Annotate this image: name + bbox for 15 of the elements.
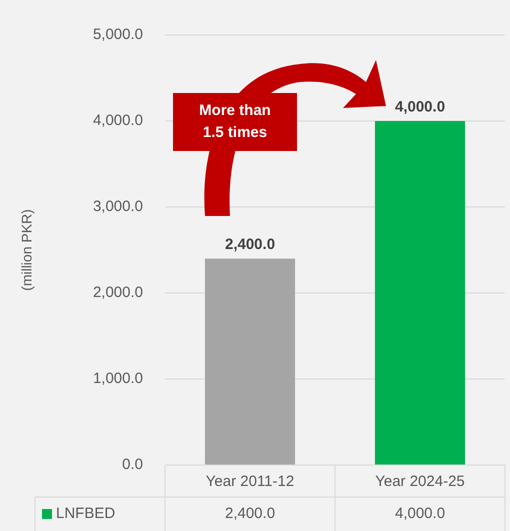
x-tick-label: Year 2011-12 bbox=[206, 473, 294, 490]
legend-label: LNFBED bbox=[56, 505, 116, 522]
data-label: 4,000.0 bbox=[394, 505, 446, 522]
y-tick-label: 3,000.0 bbox=[92, 198, 143, 216]
text: 2,400.0 bbox=[224, 236, 276, 254]
y-axis-title: (million PKR) bbox=[18, 209, 34, 291]
y-tick-label: 4,000.0 bbox=[92, 112, 143, 130]
y-tick-label: 0.0 bbox=[122, 456, 143, 474]
y-tick-label: 1,000.0 bbox=[92, 370, 143, 388]
y-tick-label: 2,000.0 bbox=[92, 284, 143, 302]
y-tick-label: 5,000.0 bbox=[92, 26, 143, 44]
x-tick-label: Year 2024-25 bbox=[375, 473, 465, 490]
data-label: 2,400.0 bbox=[224, 505, 276, 522]
callout-box: More than 1.5 times bbox=[173, 93, 297, 151]
text: 4,000.0 bbox=[394, 98, 446, 116]
